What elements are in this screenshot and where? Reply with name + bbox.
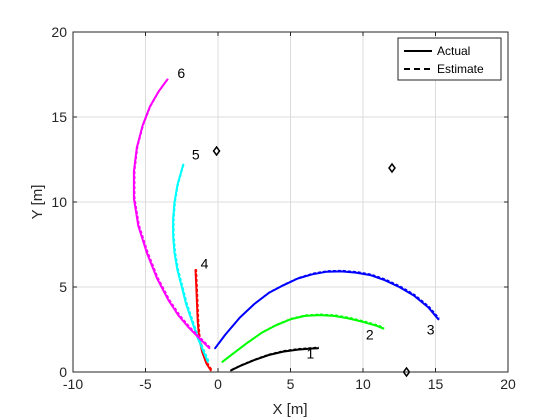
legend: Actual Estimate	[397, 37, 502, 81]
series-2-actual-line	[221, 314, 385, 363]
series-group	[132, 78, 440, 372]
y-axis-label: Y [m]	[29, 185, 46, 220]
y-tick-label: 5	[59, 279, 67, 295]
landmark-group	[212, 145, 411, 378]
y-tick-label: 15	[51, 109, 67, 125]
series-2-estimate-line	[222, 313, 385, 362]
legend-actual-label: Actual	[437, 44, 470, 58]
legend-box	[397, 37, 502, 81]
series-5-label: 5	[192, 147, 200, 163]
series-4-label: 4	[201, 255, 209, 271]
series-1-estimate-line	[231, 346, 319, 371]
x-tick-label: -5	[139, 376, 152, 392]
x-tick-label: 10	[355, 376, 371, 392]
x-tick-label: 0	[214, 376, 222, 392]
landmark-marker	[402, 366, 411, 378]
series-3-label: 3	[427, 322, 435, 338]
x-axis-label: X [m]	[272, 401, 307, 418]
y-tick-label: 20	[51, 24, 67, 40]
series-6-label: 6	[177, 65, 185, 81]
annotations: 1 2 3 4 5 6	[177, 65, 435, 361]
y-tick-label: 0	[59, 364, 67, 380]
x-tick-label: 15	[428, 376, 444, 392]
x-tick-label: 5	[287, 376, 295, 392]
series-1-label: 1	[306, 345, 314, 361]
series-4-actual-line	[194, 269, 212, 372]
legend-estimate-label: Estimate	[437, 62, 484, 76]
landmark-marker	[212, 145, 221, 157]
x-tick-label: -10	[63, 376, 83, 392]
y-tick-label: 10	[51, 194, 67, 210]
series-3-estimate-line	[215, 269, 440, 348]
x-tick-label: 20	[500, 376, 516, 392]
landmark-marker	[388, 162, 396, 174]
series-2-label: 2	[366, 327, 374, 343]
